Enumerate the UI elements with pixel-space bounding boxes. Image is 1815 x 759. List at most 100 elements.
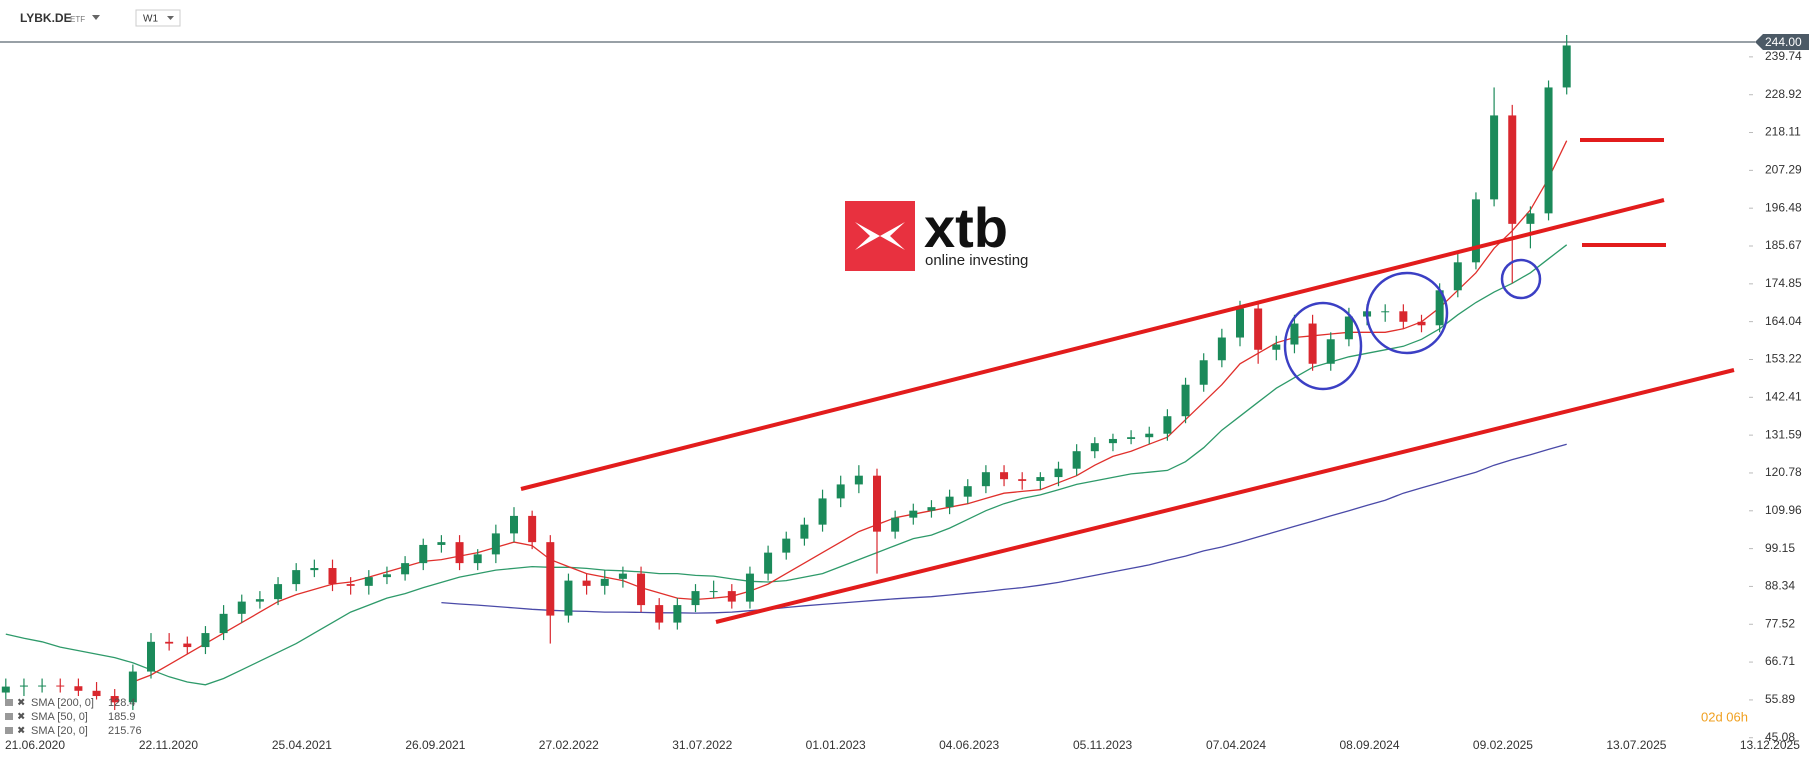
candle-body	[1308, 323, 1317, 364]
last-price-tag	[1755, 33, 1809, 50]
candle-body	[963, 486, 972, 497]
candle-body	[255, 599, 264, 602]
timeframe-box[interactable]	[135, 9, 181, 27]
candle-body	[1199, 360, 1208, 385]
candle-body	[1326, 339, 1335, 364]
countdown: 02d 06h	[1701, 709, 1748, 724]
candle-body	[727, 591, 736, 602]
x-tick-label: 01.01.2023	[806, 738, 866, 752]
candle-body	[1127, 437, 1136, 439]
candle-body	[1108, 438, 1117, 444]
candle-body	[382, 574, 391, 578]
candle-body	[1181, 384, 1190, 417]
y-tick-label: 77.52	[1765, 616, 1795, 630]
candle-body	[1217, 337, 1226, 361]
y-tick-label: 228.92	[1765, 87, 1802, 101]
last-price-label: 244.00	[1765, 35, 1802, 49]
candle-body	[1072, 451, 1081, 469]
timeframe-dropdown[interactable]	[167, 16, 174, 20]
plot-area: 239.74 228.92 218.11 207.29 196.48 185.67 174.…	[0, 33, 1809, 752]
candle-body	[491, 533, 500, 555]
candle-body	[1236, 308, 1244, 338]
candle-body	[1435, 290, 1444, 326]
candle-body	[19, 685, 28, 687]
candle-body	[782, 538, 791, 553]
y-tick-label: 196.48	[1765, 200, 1802, 214]
header: LYBK.DE ETF W1	[20, 9, 181, 27]
legend-icon	[5, 713, 13, 720]
legend-cross: ✖	[17, 698, 25, 709]
candle-body	[800, 524, 809, 539]
logo-x	[855, 222, 905, 250]
legend-value: 215.76	[108, 725, 142, 737]
y-tick-label: 174.85	[1765, 276, 1802, 290]
candle-body	[945, 496, 954, 508]
candle-body	[455, 542, 464, 564]
candle-body	[128, 671, 137, 703]
symbol[interactable]: LYBK.DE	[20, 11, 72, 25]
candle-body	[1163, 416, 1172, 434]
y-tick-label: 239.74	[1765, 49, 1802, 63]
candle-body	[38, 685, 47, 687]
y-tick-label: 131.59	[1765, 427, 1802, 441]
y-tick-label: 66.71	[1765, 654, 1795, 668]
candle-body	[364, 577, 373, 586]
x-tick-label: 07.04.2024	[1206, 738, 1266, 752]
candle-body	[528, 515, 537, 543]
logo-tagline: online investing	[925, 252, 1028, 269]
candle-body	[709, 591, 718, 593]
highlight-circle	[1500, 258, 1542, 300]
candle-body	[328, 568, 337, 585]
candle-body	[147, 641, 155, 672]
candle-body	[419, 544, 428, 564]
candle-body	[1417, 321, 1426, 326]
candle-body	[473, 554, 482, 564]
candle-body	[1145, 433, 1154, 438]
x-tick-label: 05.11.2023	[1073, 738, 1132, 752]
x-tick-label: 27.02.2022	[539, 738, 599, 752]
x-tick-label: 31.07.2022	[672, 738, 732, 752]
candle-body	[1399, 311, 1408, 322]
y-tick-label: 164.04	[1765, 314, 1802, 328]
logo-brand: xtb	[924, 196, 1008, 259]
candle-body	[1526, 213, 1535, 224]
legend-icon	[5, 727, 13, 734]
legend-name: SMA [20, 0]	[31, 725, 88, 737]
annotations	[520, 138, 1735, 624]
x-tick-label: 21.06.2020	[5, 738, 65, 752]
y-tick-label: 218.11	[1765, 125, 1801, 139]
candle-body	[1090, 443, 1099, 452]
y-tick-label: 45.08	[1765, 730, 1795, 744]
legend-value: 128.4	[108, 697, 136, 709]
candle-body	[1254, 308, 1263, 350]
candle-body	[836, 484, 845, 499]
candle-body	[1000, 472, 1009, 480]
candle-body	[1381, 311, 1390, 313]
timeframe[interactable]: W1	[143, 14, 158, 25]
candle-body	[618, 573, 627, 579]
candle-body	[1272, 344, 1281, 350]
symbol-dropdown[interactable]	[92, 15, 100, 20]
candle-body	[219, 613, 228, 634]
candle-body	[582, 580, 591, 586]
candle-body	[1, 686, 10, 693]
legend-cross: ✖	[17, 726, 25, 737]
candle-body	[1054, 468, 1063, 478]
candle-body	[891, 517, 900, 532]
candle-body	[74, 686, 83, 691]
legend-value: 185.9	[108, 711, 136, 723]
candle-body	[1344, 316, 1353, 340]
candle-body	[201, 633, 210, 648]
candle-body	[764, 552, 773, 574]
logo: xtb online investing	[845, 196, 1028, 271]
candle-body	[237, 601, 246, 614]
candle-body	[1490, 115, 1499, 200]
candle-body	[92, 690, 101, 697]
candle-body	[183, 643, 192, 648]
x-tick-label: 25.04.2021	[272, 738, 332, 752]
sma-line	[132, 140, 1568, 683]
candle-body	[854, 475, 863, 485]
candle-body	[1471, 199, 1480, 263]
candle-body	[873, 475, 881, 532]
